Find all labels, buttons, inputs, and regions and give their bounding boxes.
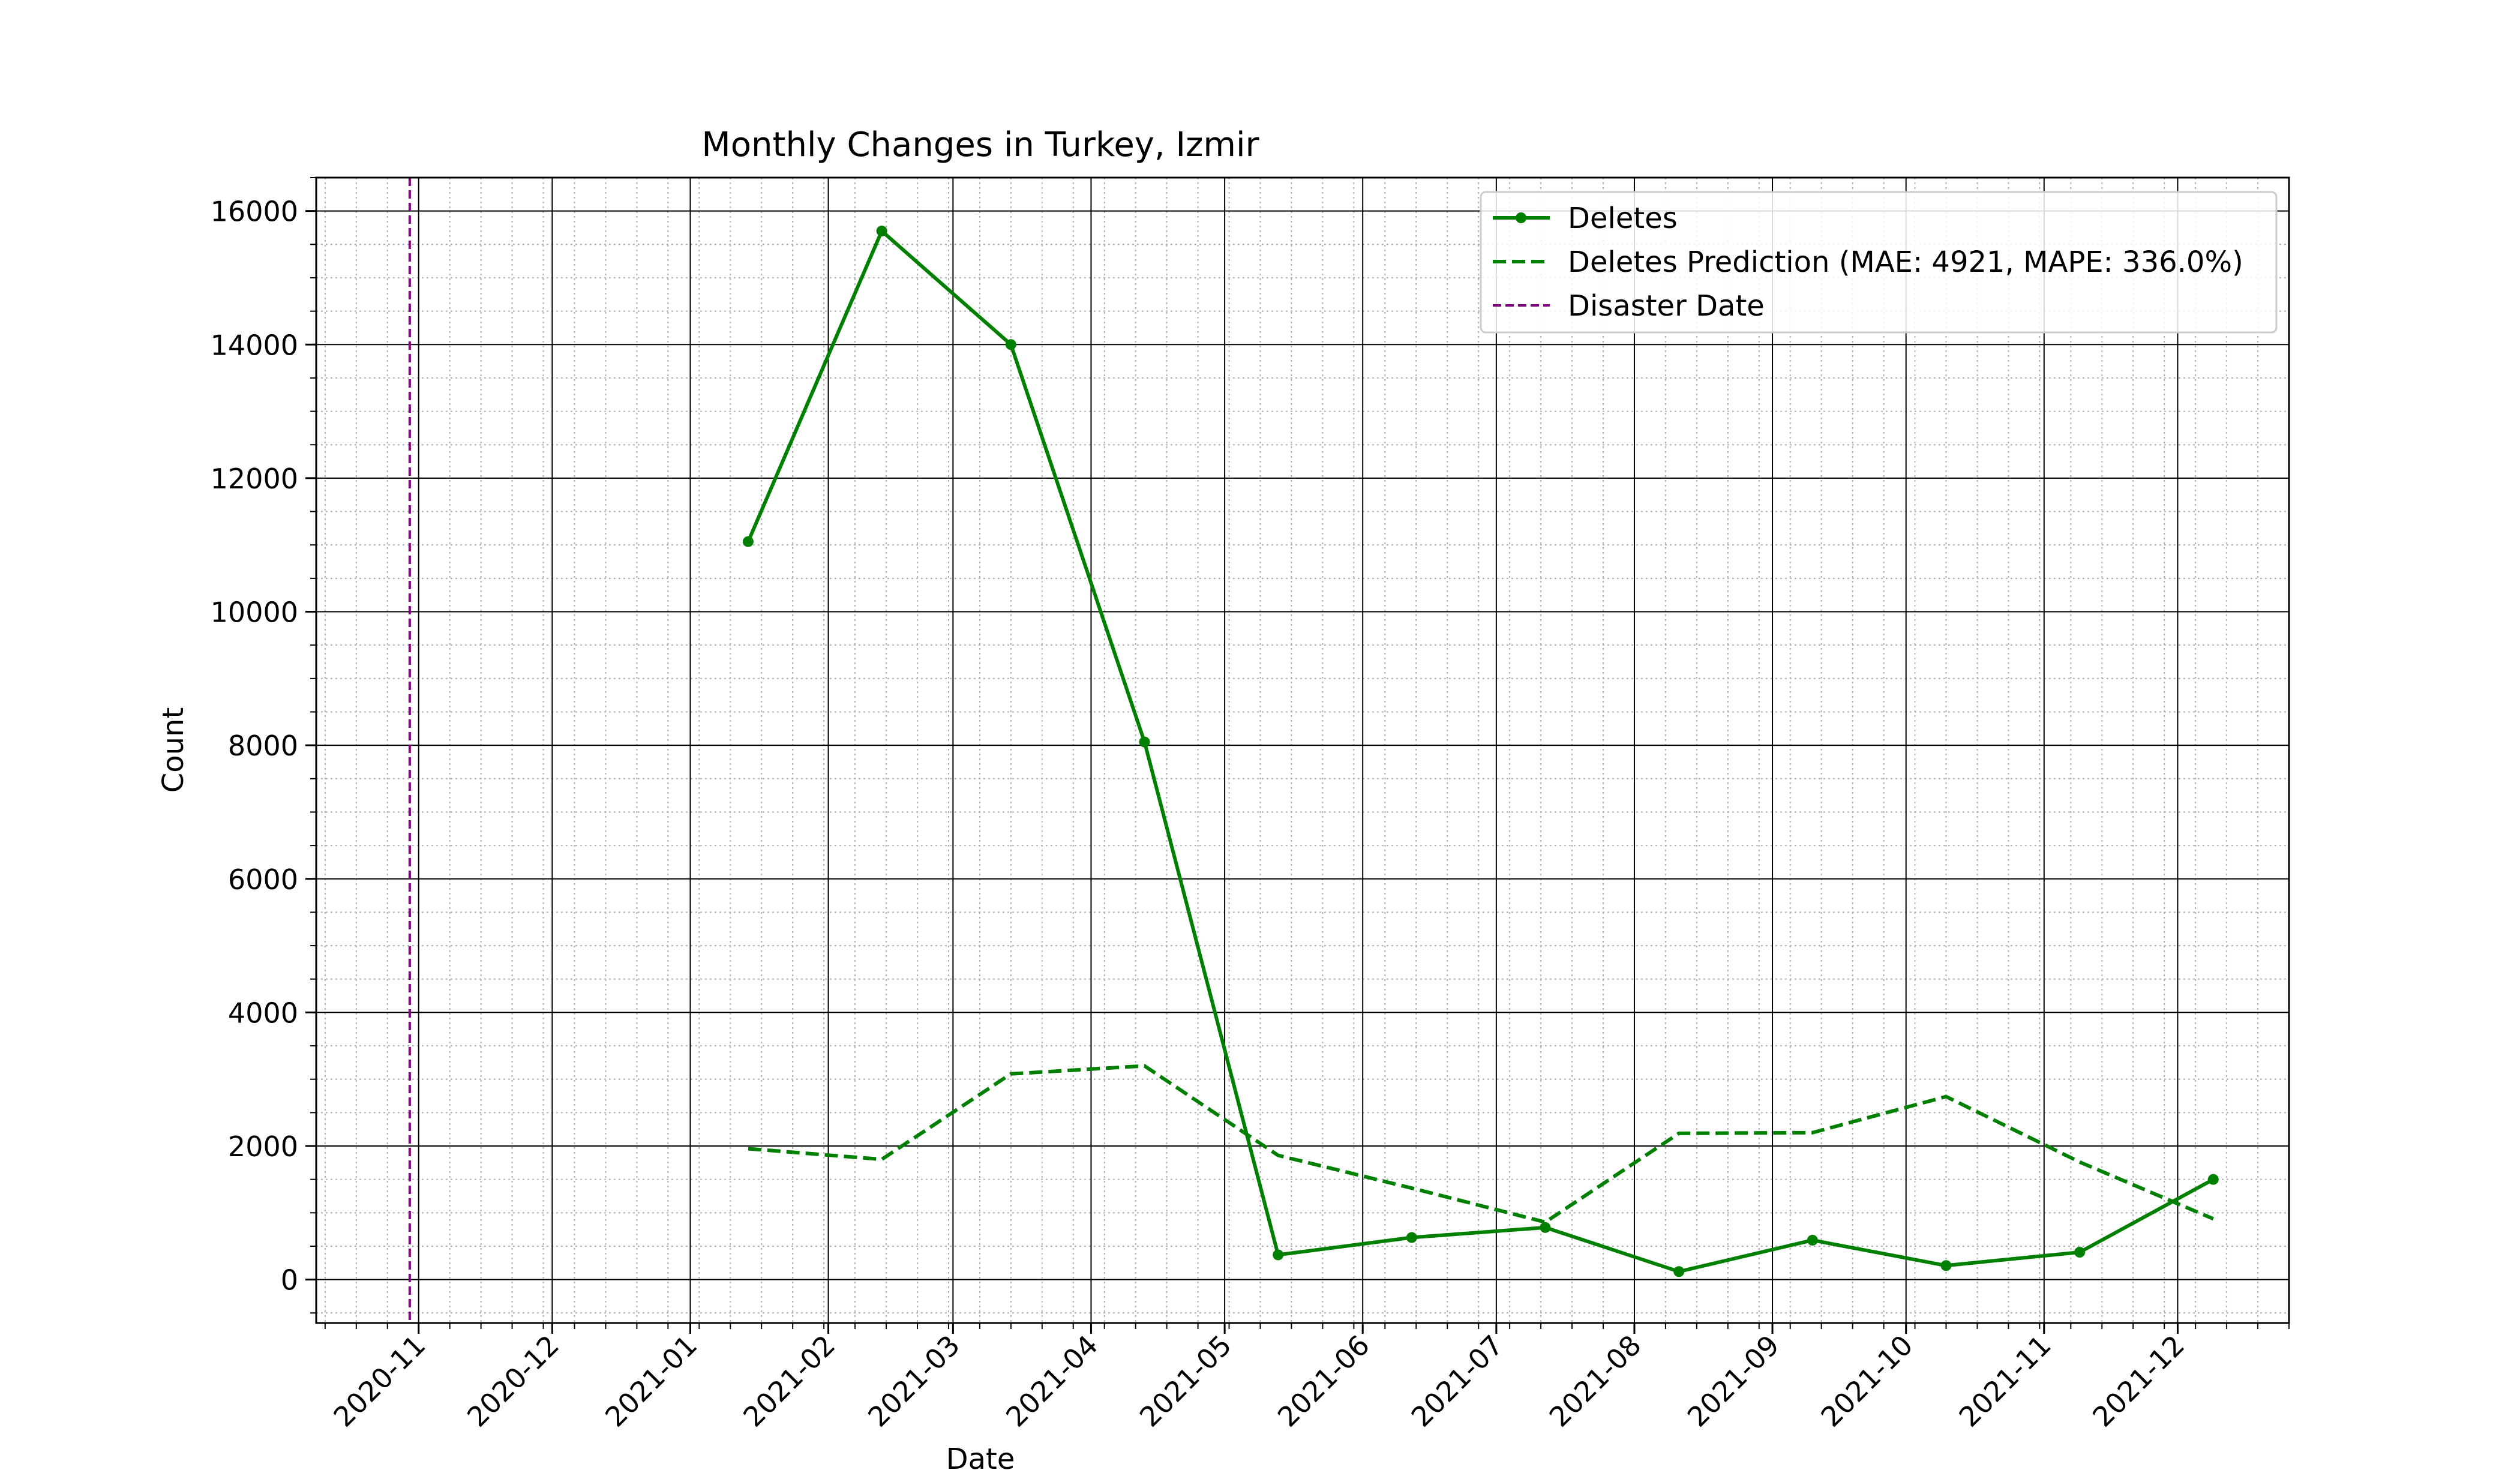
y-tick-label: 6000 — [228, 863, 298, 896]
deletes-point — [1406, 1232, 1417, 1243]
y-tick-label: 2000 — [228, 1130, 298, 1163]
x-tick-label: 2021-02 — [737, 1329, 841, 1433]
deletes-point — [1673, 1266, 1685, 1277]
legend-box — [1480, 191, 2278, 334]
chart-title: Monthly Changes in Turkey, Izmir — [701, 125, 1259, 164]
plot-content — [408, 178, 2219, 1323]
deletes-point — [876, 226, 887, 237]
x-tick-label: 2021-12 — [2086, 1329, 2191, 1433]
deletes-point — [1273, 1249, 1284, 1261]
deletes-point — [2207, 1174, 2219, 1185]
deletes-prediction-line — [748, 1064, 2214, 1224]
x-tick-label: 2021-07 — [1405, 1329, 1510, 1433]
y-tick-label: 0 — [281, 1264, 298, 1297]
y-tick-label: 14000 — [211, 329, 298, 361]
deletes-line — [746, 229, 2215, 1274]
x-axis-label: Date — [946, 1442, 1015, 1470]
y-tick-label: 8000 — [228, 730, 298, 762]
legend-disaster-date: Disaster Date — [1493, 289, 1765, 323]
legend: Deletes Deletes Prediction (MAE: 4921, MA… — [1480, 191, 2278, 334]
legend-label: Deletes Prediction (MAE: 4921, MAPE: 336… — [1568, 245, 2243, 279]
legend-deletes: Deletes — [1493, 202, 1678, 235]
x-tick-label: 2021-06 — [1271, 1329, 1376, 1433]
deletes-point — [1005, 339, 1016, 350]
x-tick-label: 2021-03 — [862, 1329, 966, 1433]
x-tick-label: 2021-08 — [1543, 1329, 1648, 1433]
deletes-point — [1940, 1260, 1952, 1271]
deletes-point — [2074, 1247, 2086, 1258]
y-axis-label: Count — [157, 707, 190, 793]
x-tick-label: 2021-09 — [1681, 1329, 1786, 1433]
minor-grid — [316, 177, 2290, 1323]
legend-marker — [1516, 212, 1526, 223]
major-grid — [316, 178, 2289, 1323]
y-tick-label: 10000 — [211, 596, 298, 629]
y-tick-label: 4000 — [228, 997, 298, 1029]
x-tick-label: 2021-11 — [1952, 1329, 2057, 1433]
y-tick-label: 16000 — [211, 196, 298, 228]
plot-frame — [315, 176, 2290, 1324]
legend-label: Disaster Date — [1568, 289, 1765, 323]
x-tick-label: 2021-01 — [599, 1329, 703, 1433]
x-tick-label: 2021-04 — [1000, 1329, 1104, 1433]
y-tick-label: 12000 — [211, 463, 298, 495]
x-tick-label: 2021-10 — [1814, 1329, 1919, 1433]
x-tick-label: 2020-11 — [327, 1329, 431, 1433]
deletes-point — [1540, 1222, 1551, 1233]
legend-deletes-prediction: Deletes Prediction (MAE: 4921, MAPE: 336… — [1493, 245, 2243, 279]
legend-label: Deletes — [1568, 202, 1678, 235]
deletes-point — [742, 536, 754, 547]
deletes-point — [1139, 736, 1150, 748]
x-tick-label: 2020-12 — [461, 1329, 565, 1433]
x-tick-label: 2021-05 — [1133, 1329, 1238, 1433]
deletes-point — [1807, 1234, 1818, 1246]
